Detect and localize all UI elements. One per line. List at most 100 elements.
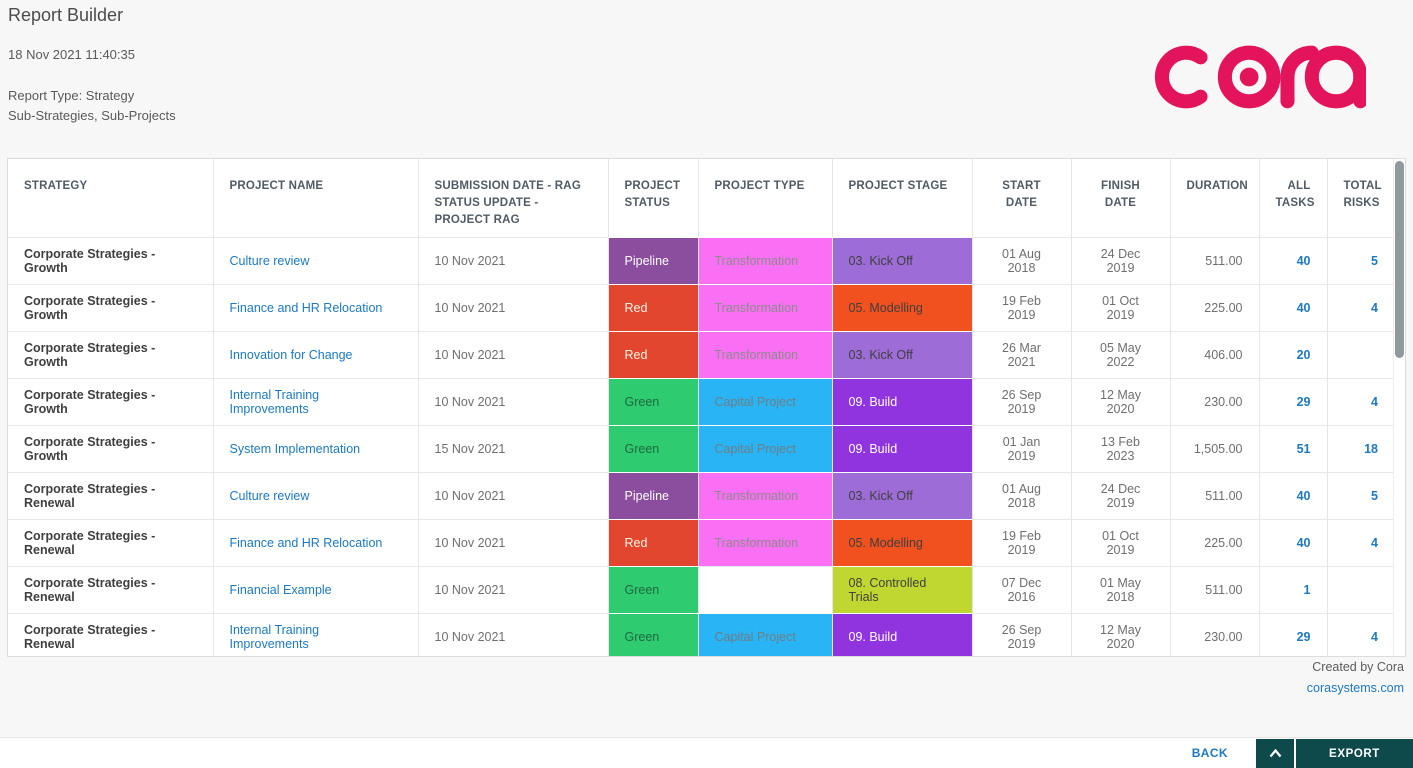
total_risks-link[interactable]: 4 [1371, 535, 1378, 550]
all_tasks-link[interactable]: 51 [1296, 441, 1311, 456]
duration-cell: 230.00 [1170, 377, 1260, 425]
finish_date-cell: 01 May 2018 [1071, 565, 1171, 613]
export-button-group: EXPORT [1256, 739, 1413, 768]
column-header-stage: PROJECT STAGE [832, 159, 973, 237]
report-table-grid: STRATEGY PROJECT NAME SUBMISSION DATE - RA… [8, 159, 1394, 656]
total_risks-cell: 5 [1327, 236, 1394, 284]
all_tasks-link[interactable]: 40 [1296, 488, 1311, 503]
table-scrollbar-track[interactable] [1393, 159, 1405, 656]
stage-cell: 05. Modelling [832, 518, 973, 566]
project_name-link[interactable]: System Implementation [229, 441, 361, 456]
table-header-row: STRATEGY PROJECT NAME SUBMISSION DATE - RA… [8, 159, 1394, 237]
start_date-cell: 19 Feb 2019 [972, 518, 1072, 566]
status-cell: Pipeline [608, 236, 699, 284]
finish_date-cell: 12 May 2020 [1071, 612, 1171, 656]
all_tasks-link[interactable]: 40 [1296, 535, 1311, 550]
table-row: Corporate Strategies - Growth Internal Tr… [8, 377, 1394, 425]
created-by-label: Created by Cora [1312, 660, 1404, 674]
submission_date-cell: 10 Nov 2021 [418, 330, 609, 378]
project_name-link[interactable]: Financial Example [229, 582, 332, 597]
type-cell: Transformation [698, 471, 833, 519]
finish_date-cell: 24 Dec 2019 [1071, 471, 1171, 519]
export-expand-button[interactable] [1256, 739, 1294, 768]
submission_date-cell: 15 Nov 2021 [418, 424, 609, 472]
table-row: Corporate Strategies - Renewal Culture re… [8, 471, 1394, 519]
project_name-link[interactable]: Finance and HR Relocation [229, 535, 383, 550]
report-table: STRATEGY PROJECT NAME SUBMISSION DATE - RA… [7, 158, 1406, 657]
duration-cell: 230.00 [1170, 612, 1260, 656]
stage-cell: 05. Modelling [832, 283, 973, 331]
stage-cell: 08. Controlled Trials [832, 565, 973, 613]
table-scrollbar-thumb[interactable] [1395, 161, 1404, 358]
total_risks-link[interactable]: 4 [1371, 300, 1378, 315]
strategy-cell: Corporate Strategies - Growth [8, 424, 214, 472]
total_risks-link[interactable]: 4 [1371, 394, 1378, 409]
corasystems-link[interactable]: corasystems.com [1306, 681, 1404, 695]
chevron-up-icon [1269, 749, 1281, 758]
type-cell: Transformation [698, 236, 833, 284]
status-cell: Red [608, 330, 699, 378]
total_risks-link[interactable]: 4 [1371, 629, 1378, 644]
stage-cell: 09. Build [832, 424, 973, 472]
all_tasks-link[interactable]: 29 [1296, 629, 1311, 644]
all_tasks-cell: 20 [1259, 330, 1328, 378]
total_risks-cell [1327, 565, 1394, 613]
submission_date-cell: 10 Nov 2021 [418, 236, 609, 284]
all_tasks-link[interactable]: 20 [1296, 347, 1311, 362]
export-button[interactable]: EXPORT [1296, 739, 1413, 768]
submission_date-cell: 10 Nov 2021 [418, 377, 609, 425]
project_name-link[interactable]: Culture review [229, 253, 310, 268]
total_risks-link[interactable]: 5 [1371, 488, 1378, 503]
all_tasks-link[interactable]: 29 [1296, 394, 1311, 409]
table-row: Corporate Strategies - Renewal Internal T… [8, 612, 1394, 656]
column-header-start_date: START DATE [972, 159, 1072, 237]
all_tasks-link[interactable]: 40 [1296, 253, 1311, 268]
all_tasks-cell: 29 [1259, 612, 1328, 656]
duration-cell: 406.00 [1170, 330, 1260, 378]
submission_date-cell: 10 Nov 2021 [418, 612, 609, 656]
table-row: Corporate Strategies - Growth Finance and… [8, 283, 1394, 331]
total_risks-link[interactable]: 5 [1371, 253, 1378, 268]
stage-cell: 03. Kick Off [832, 236, 973, 284]
all_tasks-cell: 29 [1259, 377, 1328, 425]
duration-cell: 225.00 [1170, 518, 1260, 566]
total_risks-link[interactable]: 18 [1364, 441, 1378, 456]
type-cell: Capital Project [698, 377, 833, 425]
column-header-submission_date: SUBMISSION DATE - RAG STATUS UPDATE - PR… [418, 159, 609, 237]
all_tasks-link[interactable]: 40 [1296, 300, 1311, 315]
total_risks-cell: 5 [1327, 471, 1394, 519]
start_date-cell: 07 Dec 2016 [972, 565, 1072, 613]
project_name-cell: Culture review [213, 236, 419, 284]
status-cell: Pipeline [608, 471, 699, 519]
table-row: Corporate Strategies - Renewal Finance an… [8, 518, 1394, 566]
type-cell [698, 565, 833, 613]
strategy-cell: Corporate Strategies - Growth [8, 283, 214, 331]
total_risks-cell: 4 [1327, 518, 1394, 566]
duration-cell: 1,505.00 [1170, 424, 1260, 472]
all_tasks-link[interactable]: 1 [1303, 582, 1311, 597]
strategy-cell: Corporate Strategies - Growth [8, 377, 214, 425]
project_name-cell: Finance and HR Relocation [213, 518, 419, 566]
report-type-label: Report Type: Strategy [8, 88, 135, 103]
stage-cell: 09. Build [832, 377, 973, 425]
all_tasks-cell: 1 [1259, 565, 1328, 613]
finish_date-cell: 01 Oct 2019 [1071, 283, 1171, 331]
project_name-link[interactable]: Innovation for Change [229, 347, 353, 362]
status-cell: Green [608, 612, 699, 656]
export-button-divider [1294, 742, 1296, 768]
total_risks-cell [1327, 330, 1394, 378]
page-title: Report Builder [8, 5, 124, 25]
total_risks-cell: 18 [1327, 424, 1394, 472]
duration-cell: 511.00 [1170, 565, 1260, 613]
project_name-link[interactable]: Internal Training Improvements [229, 387, 320, 416]
column-header-status: PROJECT STATUS [608, 159, 699, 237]
status-cell: Red [608, 518, 699, 566]
start_date-cell: 19 Feb 2019 [972, 283, 1072, 331]
status-cell: Green [608, 565, 699, 613]
project_name-link[interactable]: Internal Training Improvements [229, 622, 320, 651]
all_tasks-cell: 40 [1259, 471, 1328, 519]
finish_date-cell: 12 May 2020 [1071, 377, 1171, 425]
project_name-link[interactable]: Finance and HR Relocation [229, 300, 383, 315]
back-button[interactable]: BACK [1191, 746, 1228, 760]
project_name-link[interactable]: Culture review [229, 488, 310, 503]
